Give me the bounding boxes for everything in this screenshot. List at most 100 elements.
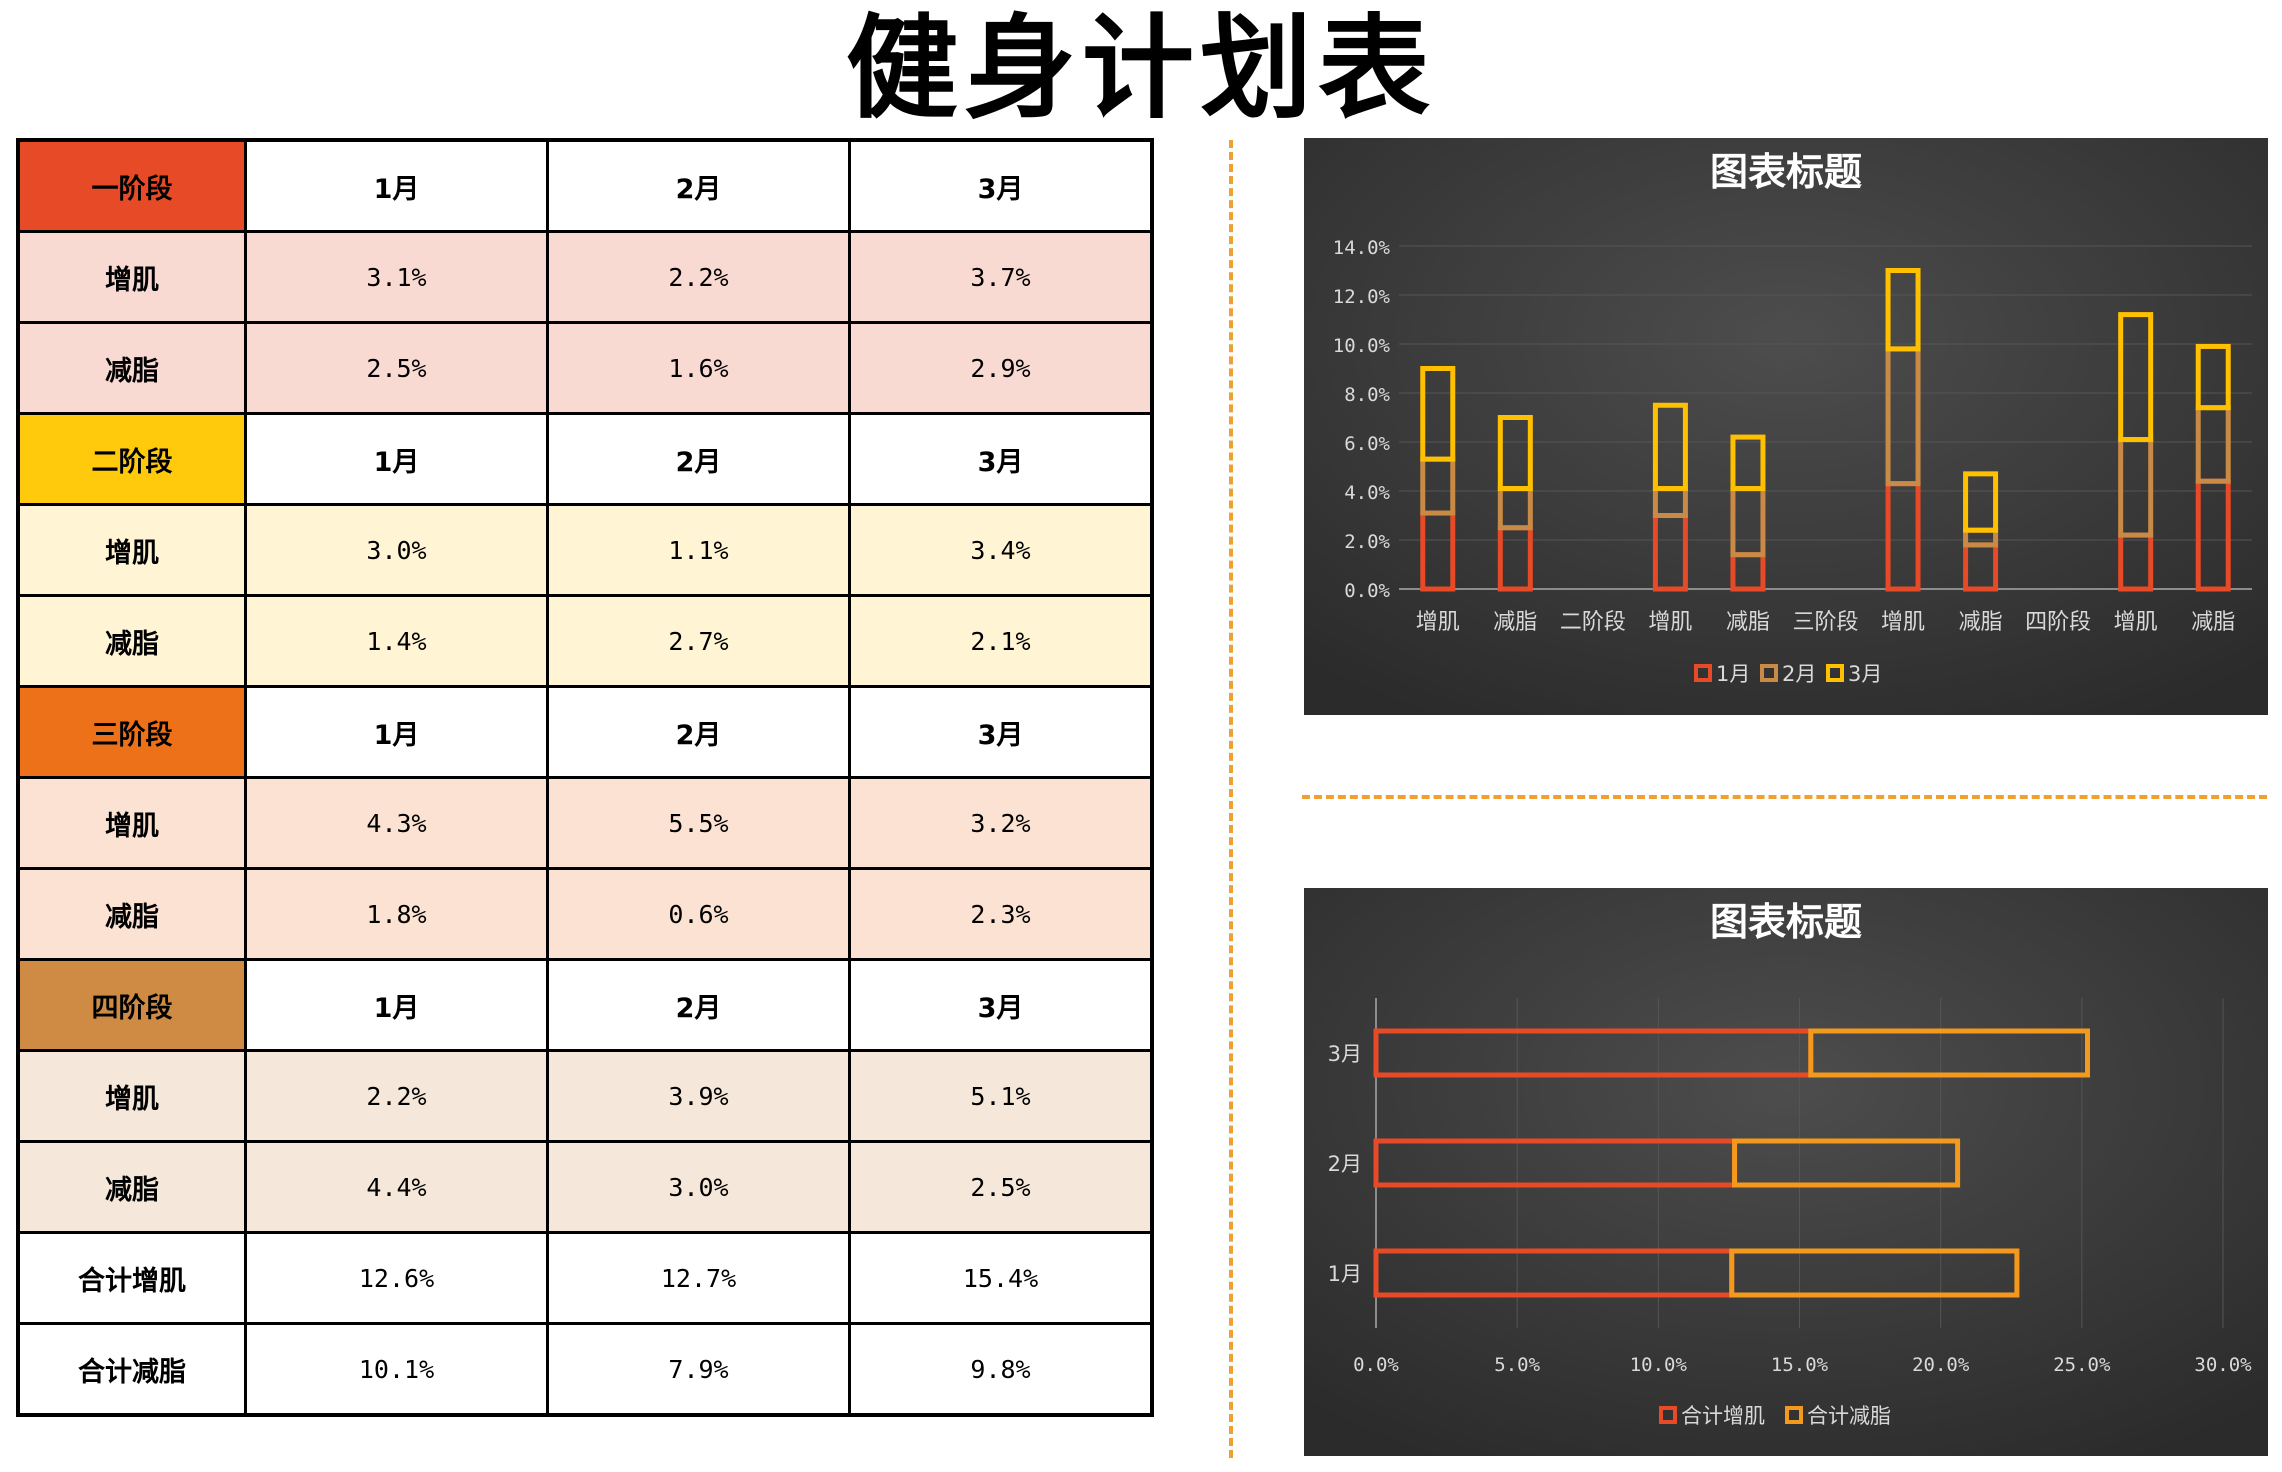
- x-tick-label: 增肌: [1881, 610, 1925, 635]
- legend-swatch: [1760, 664, 1778, 682]
- x-tick-label: 减脂: [1726, 610, 1770, 635]
- table-cell: 5.5%: [546, 776, 851, 870]
- y-tick-label: 8.0%: [1344, 384, 1390, 406]
- month-header: 2月: [546, 138, 851, 233]
- month-header: 3月: [848, 412, 1154, 506]
- month-header: 3月: [848, 138, 1154, 233]
- row-label: 减脂: [16, 594, 247, 688]
- legend-swatch: [1785, 1406, 1803, 1424]
- table-cell: 2.5%: [848, 1140, 1154, 1234]
- bar-segment: [1808, 1028, 2090, 1078]
- chart-title: 图表标题: [1710, 900, 1862, 944]
- stage-label: 三阶段: [16, 685, 247, 779]
- table-cell: 2.7%: [546, 594, 851, 688]
- legend-swatch: [1826, 664, 1844, 682]
- y-tick-label: 0.0%: [1344, 580, 1390, 602]
- total-label: 合计减脂: [16, 1322, 247, 1417]
- y-tick-label: 12.0%: [1333, 286, 1391, 308]
- month-header: 2月: [546, 412, 851, 506]
- bar-segment: [1885, 268, 1921, 352]
- row-label: 减脂: [16, 867, 247, 961]
- x-tick-label: 四阶段: [2025, 610, 2091, 635]
- x-tick-label: 增肌: [2114, 610, 2158, 635]
- table-cell: 0.6%: [546, 867, 851, 961]
- row-label: 增肌: [16, 230, 247, 324]
- table-row: 增肌 2.2% 3.9% 5.1%: [16, 1049, 1154, 1143]
- total-cell: 10.1%: [244, 1322, 549, 1417]
- x-tick-label: 0.0%: [1353, 1354, 1399, 1376]
- legend-label: 合计减脂: [1807, 1404, 1891, 1428]
- table-cell: 2.5%: [244, 321, 549, 415]
- chart-background: [1304, 888, 2268, 1456]
- table-row: 减脂 1.8% 0.6% 2.3%: [16, 867, 1154, 961]
- legend-label: 合计增肌: [1681, 1404, 1765, 1428]
- total-row: 合计增肌 12.6% 12.7% 15.4%: [16, 1231, 1154, 1325]
- total-label: 合计增肌: [16, 1231, 247, 1325]
- month-header: 1月: [244, 138, 549, 233]
- table-row: 减脂 4.4% 3.0% 2.5%: [16, 1140, 1154, 1234]
- month-header: 2月: [546, 958, 851, 1052]
- row-label: 增肌: [16, 1049, 247, 1143]
- x-tick-label: 15.0%: [1771, 1354, 1829, 1376]
- stacked-column-chart-svg: 图表标题 0.0% 2.0% 4.0% 6.0% 8.0% 10.0% 12.0% 14.0% 增…: [1304, 138, 2268, 715]
- stacked-column-chart: 图表标题 0.0% 2.0% 4.0% 6.0% 8.0% 10.0% 12.0% 14.0% 增…: [1304, 138, 2268, 715]
- x-tick-label: 增肌: [1648, 610, 1692, 635]
- month-header: 3月: [848, 958, 1154, 1052]
- stacked-bar-chart-svg: 图表标题 0.0% 5.0% 10.0% 15.0% 20.0% 25.0% 30.0% 1月 2…: [1304, 888, 2268, 1456]
- table-cell: 3.0%: [244, 503, 549, 597]
- legend-label: 2月: [1782, 662, 1816, 686]
- table-cell: 2.1%: [848, 594, 1154, 688]
- table-cell: 1.6%: [546, 321, 851, 415]
- table-cell: 2.3%: [848, 867, 1154, 961]
- table-cell: 5.1%: [848, 1049, 1154, 1143]
- stage-label: 二阶段: [16, 412, 247, 506]
- bar-segment: [2195, 343, 2231, 411]
- page-title: 健身计划表: [846, 3, 1436, 134]
- x-tick-label: 20.0%: [1912, 1354, 1970, 1376]
- table-cell: 2.2%: [546, 230, 851, 324]
- legend-swatch: [1659, 1406, 1677, 1424]
- y-tick-label: 2月: [1328, 1152, 1362, 1176]
- x-tick-label: 减脂: [1493, 610, 1537, 635]
- bar-segment: [2118, 312, 2154, 443]
- total-cell: 12.7%: [546, 1231, 851, 1325]
- table-cell: 3.9%: [546, 1049, 851, 1143]
- table-cell: 3.1%: [244, 230, 549, 324]
- bar-segment: [1732, 1138, 1961, 1188]
- table-cell: 3.0%: [546, 1140, 851, 1234]
- row-label: 增肌: [16, 503, 247, 597]
- y-tick-label: 2.0%: [1344, 531, 1390, 553]
- x-tick-label: 25.0%: [2053, 1354, 2111, 1376]
- y-tick-label: 6.0%: [1344, 433, 1390, 455]
- table-row: 减脂 1.4% 2.7% 2.1%: [16, 594, 1154, 688]
- x-tick-label: 减脂: [2191, 610, 2235, 635]
- table-cell: 3.4%: [848, 503, 1154, 597]
- chart-background: [1304, 138, 2268, 715]
- total-cell: 7.9%: [546, 1322, 851, 1417]
- legend-swatch: [1694, 664, 1712, 682]
- table-cell: 2.2%: [244, 1049, 549, 1143]
- table-cell: 3.7%: [848, 230, 1154, 324]
- bar-segment: [1730, 434, 1766, 492]
- table-row: 增肌 3.0% 1.1% 3.4%: [16, 503, 1154, 597]
- horizontal-divider: [1302, 795, 2267, 799]
- x-tick-label: 5.0%: [1494, 1354, 1540, 1376]
- month-header: 2月: [546, 685, 851, 779]
- stage-label: 四阶段: [16, 958, 247, 1052]
- x-tick-label: 增肌: [1416, 610, 1460, 635]
- stage-header-row: 三阶段 1月 2月 3月: [16, 685, 1154, 779]
- row-label: 减脂: [16, 321, 247, 415]
- y-tick-label: 14.0%: [1333, 237, 1391, 259]
- stage-header-row: 二阶段 1月 2月 3月: [16, 412, 1154, 506]
- month-header: 1月: [244, 685, 549, 779]
- legend-label: 3月: [1848, 662, 1882, 686]
- bar-segment: [1729, 1248, 2020, 1298]
- total-cell: 15.4%: [848, 1231, 1154, 1325]
- fitness-plan-table: 一阶段 1月 2月 3月 增肌 3.1% 2.2% 3.7% 减脂 2.5% 1.6% 2.9% 二阶段…: [16, 138, 1154, 1417]
- total-row: 合计减脂 10.1% 7.9% 9.8%: [16, 1322, 1154, 1417]
- stacked-bar-chart: 图表标题 0.0% 5.0% 10.0% 15.0% 20.0% 25.0% 30.0% 1月 2…: [1304, 888, 2268, 1456]
- table-cell: 4.4%: [244, 1140, 549, 1234]
- row-label: 减脂: [16, 1140, 247, 1234]
- x-tick-label: 二阶段: [1560, 610, 1626, 635]
- bar-segment: [1652, 402, 1688, 492]
